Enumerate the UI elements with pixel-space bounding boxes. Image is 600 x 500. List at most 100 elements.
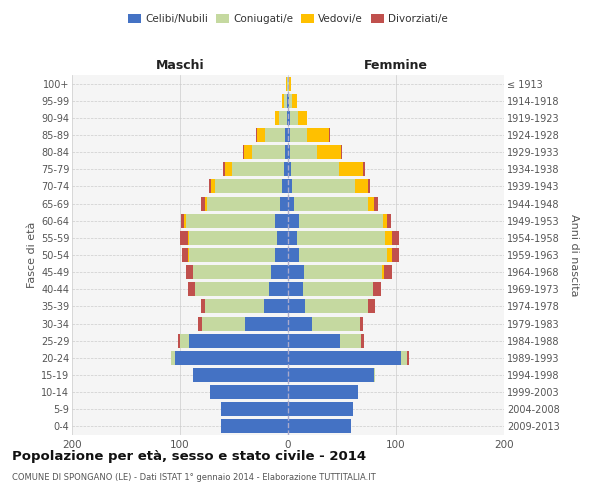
Bar (383, 214, 388, 228)
Bar (312, 316, 361, 330)
Bar (388, 214, 391, 228)
Bar (284, 162, 288, 176)
Bar (290, 145, 317, 159)
Bar (188, 231, 277, 245)
Bar (289, 76, 291, 90)
Bar (182, 248, 188, 262)
Bar (288, 368, 374, 382)
Bar (361, 316, 362, 330)
Bar (385, 231, 392, 245)
Bar (290, 128, 307, 142)
Bar (296, 231, 385, 245)
Bar (341, 145, 342, 159)
Bar (264, 300, 288, 314)
Bar (340, 334, 361, 347)
Bar (286, 76, 287, 90)
Bar (178, 334, 180, 347)
Bar (292, 180, 355, 194)
Bar (288, 402, 353, 416)
Bar (288, 282, 303, 296)
Bar (287, 111, 288, 125)
Bar (329, 128, 330, 142)
Bar (245, 316, 288, 330)
Bar (299, 214, 383, 228)
Bar (244, 145, 253, 159)
Bar (287, 94, 288, 108)
Bar (384, 265, 392, 279)
Bar (288, 111, 290, 125)
Bar (256, 128, 257, 142)
Bar (288, 248, 299, 262)
Bar (288, 385, 358, 399)
Bar (288, 420, 350, 434)
Bar (232, 162, 284, 176)
Bar (181, 214, 184, 228)
Bar (175, 351, 288, 365)
Bar (207, 196, 280, 210)
Bar (362, 162, 365, 176)
Bar (339, 162, 362, 176)
Y-axis label: Anni di nascita: Anni di nascita (569, 214, 579, 296)
Bar (288, 231, 296, 245)
Bar (307, 128, 329, 142)
Bar (295, 196, 368, 210)
Bar (280, 196, 288, 210)
Bar (305, 300, 368, 314)
Bar (253, 145, 285, 159)
Bar (226, 162, 232, 176)
Bar (202, 316, 245, 330)
Bar (200, 300, 205, 314)
Text: Popolazione per età, sesso e stato civile - 2014: Popolazione per età, sesso e stato civil… (12, 450, 366, 463)
Bar (277, 231, 288, 245)
Bar (275, 214, 288, 228)
Bar (285, 128, 288, 142)
Bar (188, 282, 195, 296)
Y-axis label: Fasce di età: Fasce di età (26, 222, 37, 288)
Bar (374, 196, 377, 210)
Bar (209, 180, 211, 194)
Bar (242, 145, 244, 159)
Bar (382, 265, 384, 279)
Bar (210, 385, 288, 399)
Bar (388, 248, 392, 262)
Bar (368, 196, 374, 210)
Bar (401, 351, 407, 365)
Bar (188, 334, 288, 347)
Bar (304, 265, 382, 279)
Bar (288, 334, 340, 347)
Bar (288, 180, 292, 194)
Bar (289, 94, 292, 108)
Bar (271, 265, 288, 279)
Bar (288, 76, 289, 90)
Bar (205, 196, 207, 210)
Bar (281, 180, 288, 194)
Bar (221, 402, 288, 416)
Text: Femmine: Femmine (364, 58, 428, 71)
Bar (288, 214, 299, 228)
Bar (303, 282, 373, 296)
Bar (290, 111, 298, 125)
Bar (368, 300, 376, 314)
Bar (275, 248, 288, 262)
Bar (368, 180, 370, 194)
Bar (257, 128, 265, 142)
Bar (392, 231, 399, 245)
Bar (205, 300, 264, 314)
Bar (284, 94, 287, 108)
Bar (187, 214, 275, 228)
Bar (275, 111, 280, 125)
Bar (281, 94, 284, 108)
Bar (288, 300, 305, 314)
Bar (265, 128, 285, 142)
Bar (280, 111, 287, 125)
Bar (288, 145, 290, 159)
Bar (288, 316, 312, 330)
Bar (221, 420, 288, 434)
Bar (200, 196, 205, 210)
Bar (288, 128, 290, 142)
Bar (288, 265, 304, 279)
Bar (199, 316, 202, 330)
Bar (193, 368, 288, 382)
Bar (407, 351, 409, 365)
Bar (287, 76, 288, 90)
